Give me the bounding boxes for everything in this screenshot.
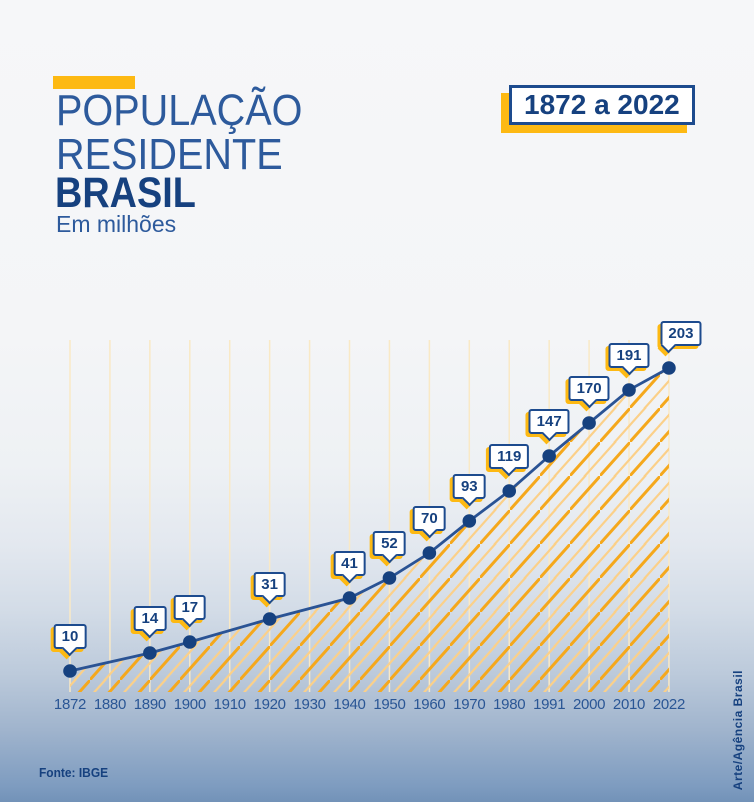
x-axis-label-1991: 1991 bbox=[533, 696, 566, 713]
data-point-1900 bbox=[182, 635, 197, 649]
callout-value: 170 bbox=[568, 376, 610, 401]
data-point-1920 bbox=[262, 612, 277, 626]
value-callout-1980: 119 bbox=[489, 444, 530, 477]
data-point-dots bbox=[63, 361, 676, 678]
callout-value: 52 bbox=[373, 531, 406, 556]
period-badge: 1872 a 2022 bbox=[509, 85, 695, 125]
data-point-1960 bbox=[422, 546, 437, 560]
value-callout-1950: 52 bbox=[373, 531, 406, 564]
value-callout-1970: 93 bbox=[452, 474, 486, 507]
x-axis-label-1950: 1950 bbox=[373, 696, 406, 713]
data-point-1991 bbox=[542, 449, 556, 463]
data-point-1940 bbox=[342, 591, 357, 605]
x-axis-label-1910: 1910 bbox=[213, 696, 246, 713]
x-axis-label-1940: 1940 bbox=[333, 696, 366, 713]
value-callout-2000: 170 bbox=[568, 376, 610, 409]
x-axis-label-1980: 1980 bbox=[493, 696, 526, 713]
data-point-1950 bbox=[382, 571, 397, 585]
callout-value: 41 bbox=[333, 551, 366, 576]
x-axis-label-1960: 1960 bbox=[413, 696, 446, 713]
value-callout-1920: 31 bbox=[253, 572, 286, 605]
accent-bar bbox=[53, 76, 135, 89]
page-title-brasil: BRASIL bbox=[55, 169, 196, 217]
page-title-line1: POPULAÇÃO bbox=[56, 86, 303, 135]
x-axis-label-1930: 1930 bbox=[293, 696, 326, 713]
x-axis-label-1900: 1900 bbox=[173, 696, 206, 713]
credit-label: Arte/Agência Brasil bbox=[731, 669, 745, 790]
subtitle-unit: Em milhões bbox=[56, 211, 177, 237]
value-callout-2010: 191 bbox=[608, 343, 650, 376]
x-axis-label-2000: 2000 bbox=[572, 696, 606, 713]
x-axis-label-1880: 1880 bbox=[93, 696, 126, 713]
value-callout-1900: 17 bbox=[173, 595, 207, 628]
x-axis-label-1970: 1970 bbox=[453, 696, 486, 713]
value-callout-1991: 147 bbox=[528, 409, 570, 442]
value-callout-2022: 203 bbox=[660, 321, 702, 354]
x-axis-label-1872: 1872 bbox=[53, 696, 87, 713]
data-point-1890 bbox=[143, 646, 157, 660]
data-point-1970 bbox=[462, 514, 477, 528]
callout-value: 203 bbox=[660, 321, 702, 346]
data-point-2010 bbox=[622, 383, 636, 397]
x-axis-label-2010: 2010 bbox=[612, 696, 646, 713]
data-point-2000 bbox=[582, 416, 596, 430]
hatch-area bbox=[70, 368, 669, 692]
x-axis-label-1920: 1920 bbox=[253, 696, 286, 713]
value-callout-1890: 14 bbox=[133, 606, 167, 639]
x-axis-label-2022: 2022 bbox=[652, 696, 686, 713]
data-point-2022 bbox=[662, 361, 676, 375]
value-callout-1960: 70 bbox=[413, 506, 446, 539]
data-point-1980 bbox=[502, 484, 517, 498]
source-label: Fonte: IBGE bbox=[39, 765, 109, 780]
value-callout-1940: 41 bbox=[333, 551, 366, 584]
value-callout-1872: 10 bbox=[53, 624, 87, 657]
data-point-1872 bbox=[63, 664, 77, 678]
x-axis-label-1890: 1890 bbox=[133, 696, 166, 713]
page-title-line2: RESIDENTE bbox=[56, 130, 283, 179]
